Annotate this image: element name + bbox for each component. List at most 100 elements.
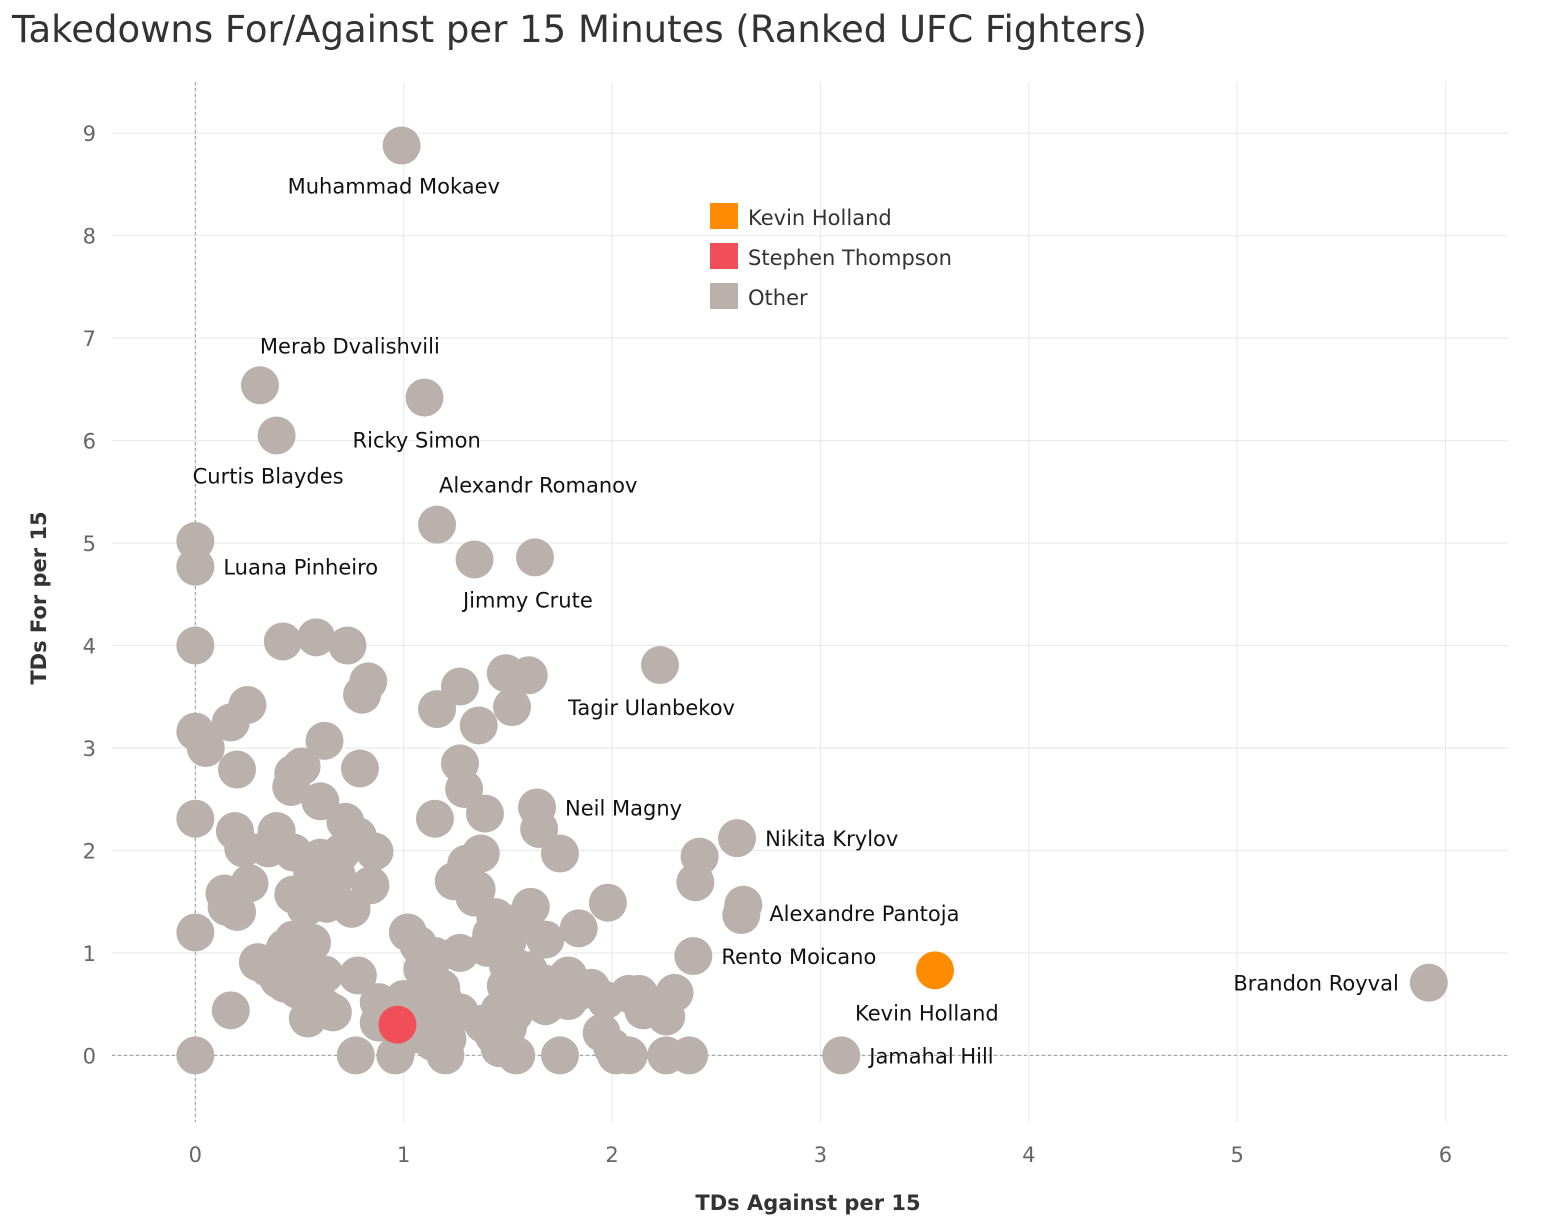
y-tick-label: 3 xyxy=(83,737,96,761)
point-label: Ricky Simon xyxy=(353,429,481,453)
legend-swatch xyxy=(710,203,738,229)
data-point xyxy=(332,889,371,928)
point-label: Jimmy Crute xyxy=(461,588,593,612)
data-point xyxy=(297,618,336,657)
data-point xyxy=(176,913,215,952)
data-point xyxy=(1409,963,1448,1002)
data-point xyxy=(305,721,344,760)
data-point xyxy=(211,991,250,1030)
data-point xyxy=(465,794,504,833)
data-point xyxy=(240,366,279,405)
data-point xyxy=(916,951,955,990)
data-point xyxy=(176,799,215,838)
data-point xyxy=(822,1036,861,1075)
x-axis-ticks: 0 1 2 3 4 5 6 xyxy=(189,1143,1453,1167)
chart-title: Takedowns For/Against per 15 Minutes (Ra… xyxy=(12,8,1147,51)
point-labels: Muhammad Mokaev Merab Dvalishvili Ricky Si… xyxy=(193,175,1399,1069)
y-tick-label: 5 xyxy=(83,532,96,556)
data-point xyxy=(674,937,713,976)
data-points xyxy=(176,126,1448,1075)
data-point xyxy=(376,1036,415,1075)
data-point xyxy=(586,981,625,1020)
data-point xyxy=(382,126,421,165)
point-label: Curtis Blaydes xyxy=(193,464,344,488)
data-point xyxy=(288,999,327,1038)
data-point xyxy=(540,1036,579,1075)
data-point xyxy=(418,690,457,729)
data-point xyxy=(493,688,532,727)
data-point xyxy=(718,819,757,858)
data-point xyxy=(176,547,215,586)
data-point xyxy=(186,729,225,768)
data-point xyxy=(286,888,325,927)
legend-label: Stephen Thompson xyxy=(748,246,952,270)
data-point xyxy=(218,892,257,931)
data-point xyxy=(301,782,340,821)
data-point xyxy=(426,1036,465,1075)
legend-swatch xyxy=(710,283,738,309)
point-label: Kevin Holland xyxy=(855,1001,999,1025)
data-point xyxy=(455,540,494,579)
data-point xyxy=(176,1036,215,1075)
data-point xyxy=(343,675,382,714)
x-tick-label: 4 xyxy=(1022,1143,1035,1167)
data-point xyxy=(588,883,627,922)
data-point xyxy=(378,1005,417,1044)
data-point xyxy=(263,622,302,661)
data-point xyxy=(609,1036,648,1075)
point-label: Merab Dvalishvili xyxy=(260,334,440,358)
point-label: Muhammad Mokaev xyxy=(288,175,500,199)
data-point xyxy=(272,767,311,806)
data-point xyxy=(459,706,498,745)
data-point xyxy=(257,416,296,455)
data-point xyxy=(647,997,686,1036)
legend-swatch xyxy=(710,243,738,269)
data-point xyxy=(676,863,715,902)
x-tick-label: 6 xyxy=(1439,1143,1452,1167)
y-tick-label: 6 xyxy=(83,430,96,454)
point-label: Rento Moicano xyxy=(721,945,876,969)
data-point xyxy=(509,656,548,695)
data-point xyxy=(336,1036,375,1075)
data-point xyxy=(418,505,457,544)
x-tick-label: 0 xyxy=(189,1143,202,1167)
data-point xyxy=(640,646,679,685)
x-tick-label: 5 xyxy=(1230,1143,1243,1167)
data-point xyxy=(405,378,444,417)
y-tick-label: 9 xyxy=(83,122,96,146)
data-point xyxy=(722,896,761,935)
y-tick-label: 7 xyxy=(83,327,96,351)
point-label: Alexandre Pantoja xyxy=(769,902,959,926)
y-axis-ticks: 0 1 2 3 4 5 6 7 8 9 xyxy=(83,122,96,1068)
data-point xyxy=(211,703,250,742)
data-point xyxy=(415,799,454,838)
point-label: Luana Pinheiro xyxy=(223,556,378,580)
x-tick-label: 2 xyxy=(605,1143,618,1167)
data-point xyxy=(526,987,565,1026)
data-point xyxy=(176,626,215,665)
data-point xyxy=(355,832,394,871)
data-point xyxy=(670,1036,709,1075)
point-label: Alexandr Romanov xyxy=(439,474,637,498)
data-point xyxy=(328,626,367,665)
data-point xyxy=(278,970,317,1009)
legend: Kevin Holland Stephen Thompson Other xyxy=(710,203,952,310)
y-tick-label: 2 xyxy=(83,839,96,863)
data-point xyxy=(338,956,377,995)
y-tick-label: 0 xyxy=(83,1044,96,1068)
x-tick-label: 3 xyxy=(814,1143,827,1167)
x-axis-title: TDs Against per 15 xyxy=(695,1191,920,1215)
point-label: Nikita Krylov xyxy=(765,827,898,851)
data-point xyxy=(218,750,257,789)
data-point xyxy=(526,920,565,959)
x-tick-label: 1 xyxy=(397,1143,410,1167)
point-label: Brandon Royval xyxy=(1233,972,1398,996)
data-point xyxy=(559,909,598,948)
data-point xyxy=(340,749,379,788)
data-point xyxy=(540,834,579,873)
y-tick-label: 8 xyxy=(83,225,96,249)
y-tick-label: 1 xyxy=(83,942,96,966)
point-label: Tagir Ulanbekov xyxy=(567,696,735,720)
point-label: Jamahal Hill xyxy=(867,1044,993,1068)
